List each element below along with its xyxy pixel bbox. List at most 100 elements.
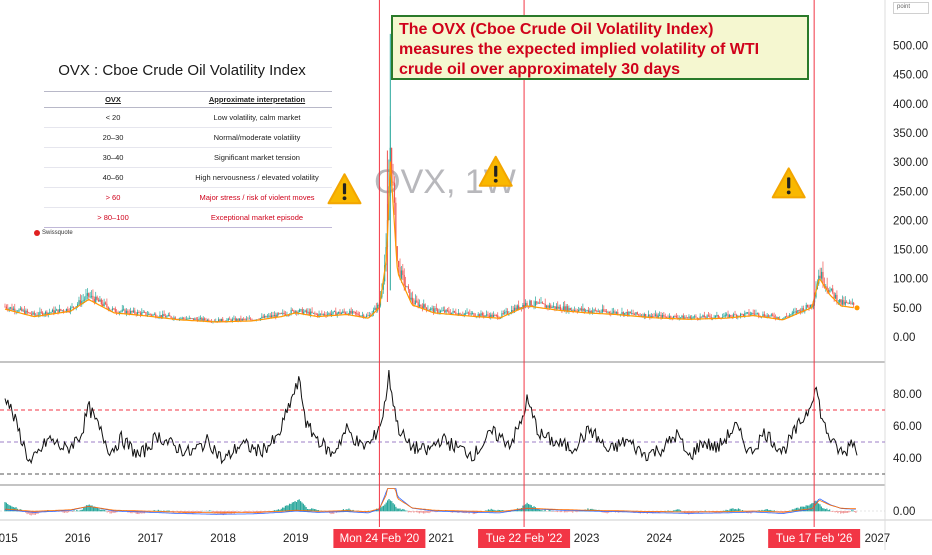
macd-bar	[417, 511, 418, 513]
candle-body	[640, 315, 641, 316]
candle-body	[261, 317, 262, 318]
candle-body	[464, 314, 465, 315]
candle-body	[13, 309, 14, 310]
macd-bar	[673, 510, 674, 511]
macd-bar	[830, 511, 831, 512]
macd-bar	[104, 510, 105, 511]
candle-body	[194, 319, 195, 320]
time-axis-label: 2021	[428, 533, 454, 545]
candle-body	[164, 314, 165, 316]
candle-body	[486, 314, 487, 315]
macd-bar	[818, 504, 819, 512]
warning-dot	[494, 179, 498, 183]
macd-bar	[420, 511, 421, 513]
time-axis-label: 2024	[647, 533, 673, 545]
candle-body	[50, 312, 51, 313]
macd-bar	[176, 511, 177, 512]
macd-axis-label: 0.00	[893, 506, 915, 518]
candle-body	[485, 316, 486, 317]
candle-body	[274, 315, 275, 317]
macd-bar	[731, 509, 732, 512]
macd-bar	[561, 511, 562, 512]
macd-bar	[390, 500, 391, 511]
candle-body	[249, 319, 250, 320]
candle-body	[681, 316, 682, 318]
candle-body	[707, 315, 708, 318]
candle-body	[56, 310, 57, 311]
candle-body	[413, 303, 414, 304]
candle-body	[183, 318, 184, 319]
candle-body	[628, 312, 629, 316]
candle-body	[4, 307, 5, 308]
candle-body	[652, 316, 653, 317]
candle-body	[552, 307, 553, 308]
annotation-line: measures the expected implied volatility…	[399, 40, 801, 60]
candle-body	[45, 312, 46, 315]
candle-body	[6, 307, 7, 309]
candle-body	[306, 310, 307, 312]
macd-bar	[404, 510, 405, 512]
price-axis-label: 100.00	[893, 274, 928, 286]
candle-body	[305, 310, 306, 311]
macd-signal-line	[5, 489, 856, 513]
macd-bar	[79, 511, 80, 512]
candle-body	[716, 315, 717, 316]
candle-body	[339, 312, 340, 314]
table-cell-ovx: < 20	[44, 113, 182, 122]
table-title: OVX : Cboe Crude Oil Volatility Index	[32, 62, 332, 79]
macd-bar	[765, 509, 766, 511]
candle-body	[769, 316, 770, 317]
candle-body	[356, 313, 357, 314]
candle-body	[133, 310, 134, 312]
annotation-box[interactable]: The OVX (Cboe Crude Oil Volatility Index…	[391, 15, 809, 80]
macd-bar	[833, 511, 834, 512]
macd-bar	[398, 509, 399, 512]
macd-bar	[491, 509, 492, 511]
candle-body	[87, 293, 88, 296]
candle-body	[466, 312, 467, 313]
macd-bar	[292, 502, 293, 511]
warning-mark	[787, 177, 790, 188]
candle-body	[586, 310, 587, 311]
candle-body	[655, 314, 656, 316]
candle-body	[362, 315, 363, 316]
candle-body	[279, 313, 280, 314]
macd-bar	[86, 505, 87, 511]
candle-body	[734, 314, 735, 315]
macd-bar	[767, 509, 768, 511]
candle-body	[444, 310, 445, 312]
candle-body	[99, 300, 100, 302]
macd-bar	[394, 504, 395, 511]
candle-body	[244, 319, 245, 320]
candle-body	[78, 300, 79, 304]
macd-bar	[96, 508, 97, 511]
candle-body	[398, 261, 399, 267]
candle-body	[11, 307, 12, 310]
brand-name: Swissquote	[42, 230, 73, 236]
candle-body	[264, 316, 265, 318]
candle-body	[540, 302, 541, 303]
candle-body	[633, 313, 634, 314]
candle-body	[630, 312, 631, 313]
macd-bar	[98, 509, 99, 512]
macd-bar	[825, 509, 826, 511]
macd-bar	[728, 510, 729, 511]
candle-body	[28, 312, 29, 313]
candle-body	[603, 309, 604, 311]
candle-body	[820, 276, 821, 279]
macd-bar	[236, 511, 237, 512]
macd-bar	[300, 501, 301, 511]
macd-bar	[855, 511, 856, 513]
candle-body	[204, 318, 205, 320]
candle-body	[441, 311, 442, 312]
candle-body	[263, 317, 264, 318]
candle-body	[106, 304, 107, 307]
candle-body	[539, 303, 540, 304]
macd-bar	[772, 511, 773, 512]
candle-body	[270, 316, 271, 318]
candle-body	[394, 183, 395, 203]
search-input[interactable]: point	[893, 2, 929, 14]
candle-body	[744, 313, 745, 316]
time-axis-label: 2023	[574, 533, 600, 545]
macd-bar	[495, 510, 496, 511]
